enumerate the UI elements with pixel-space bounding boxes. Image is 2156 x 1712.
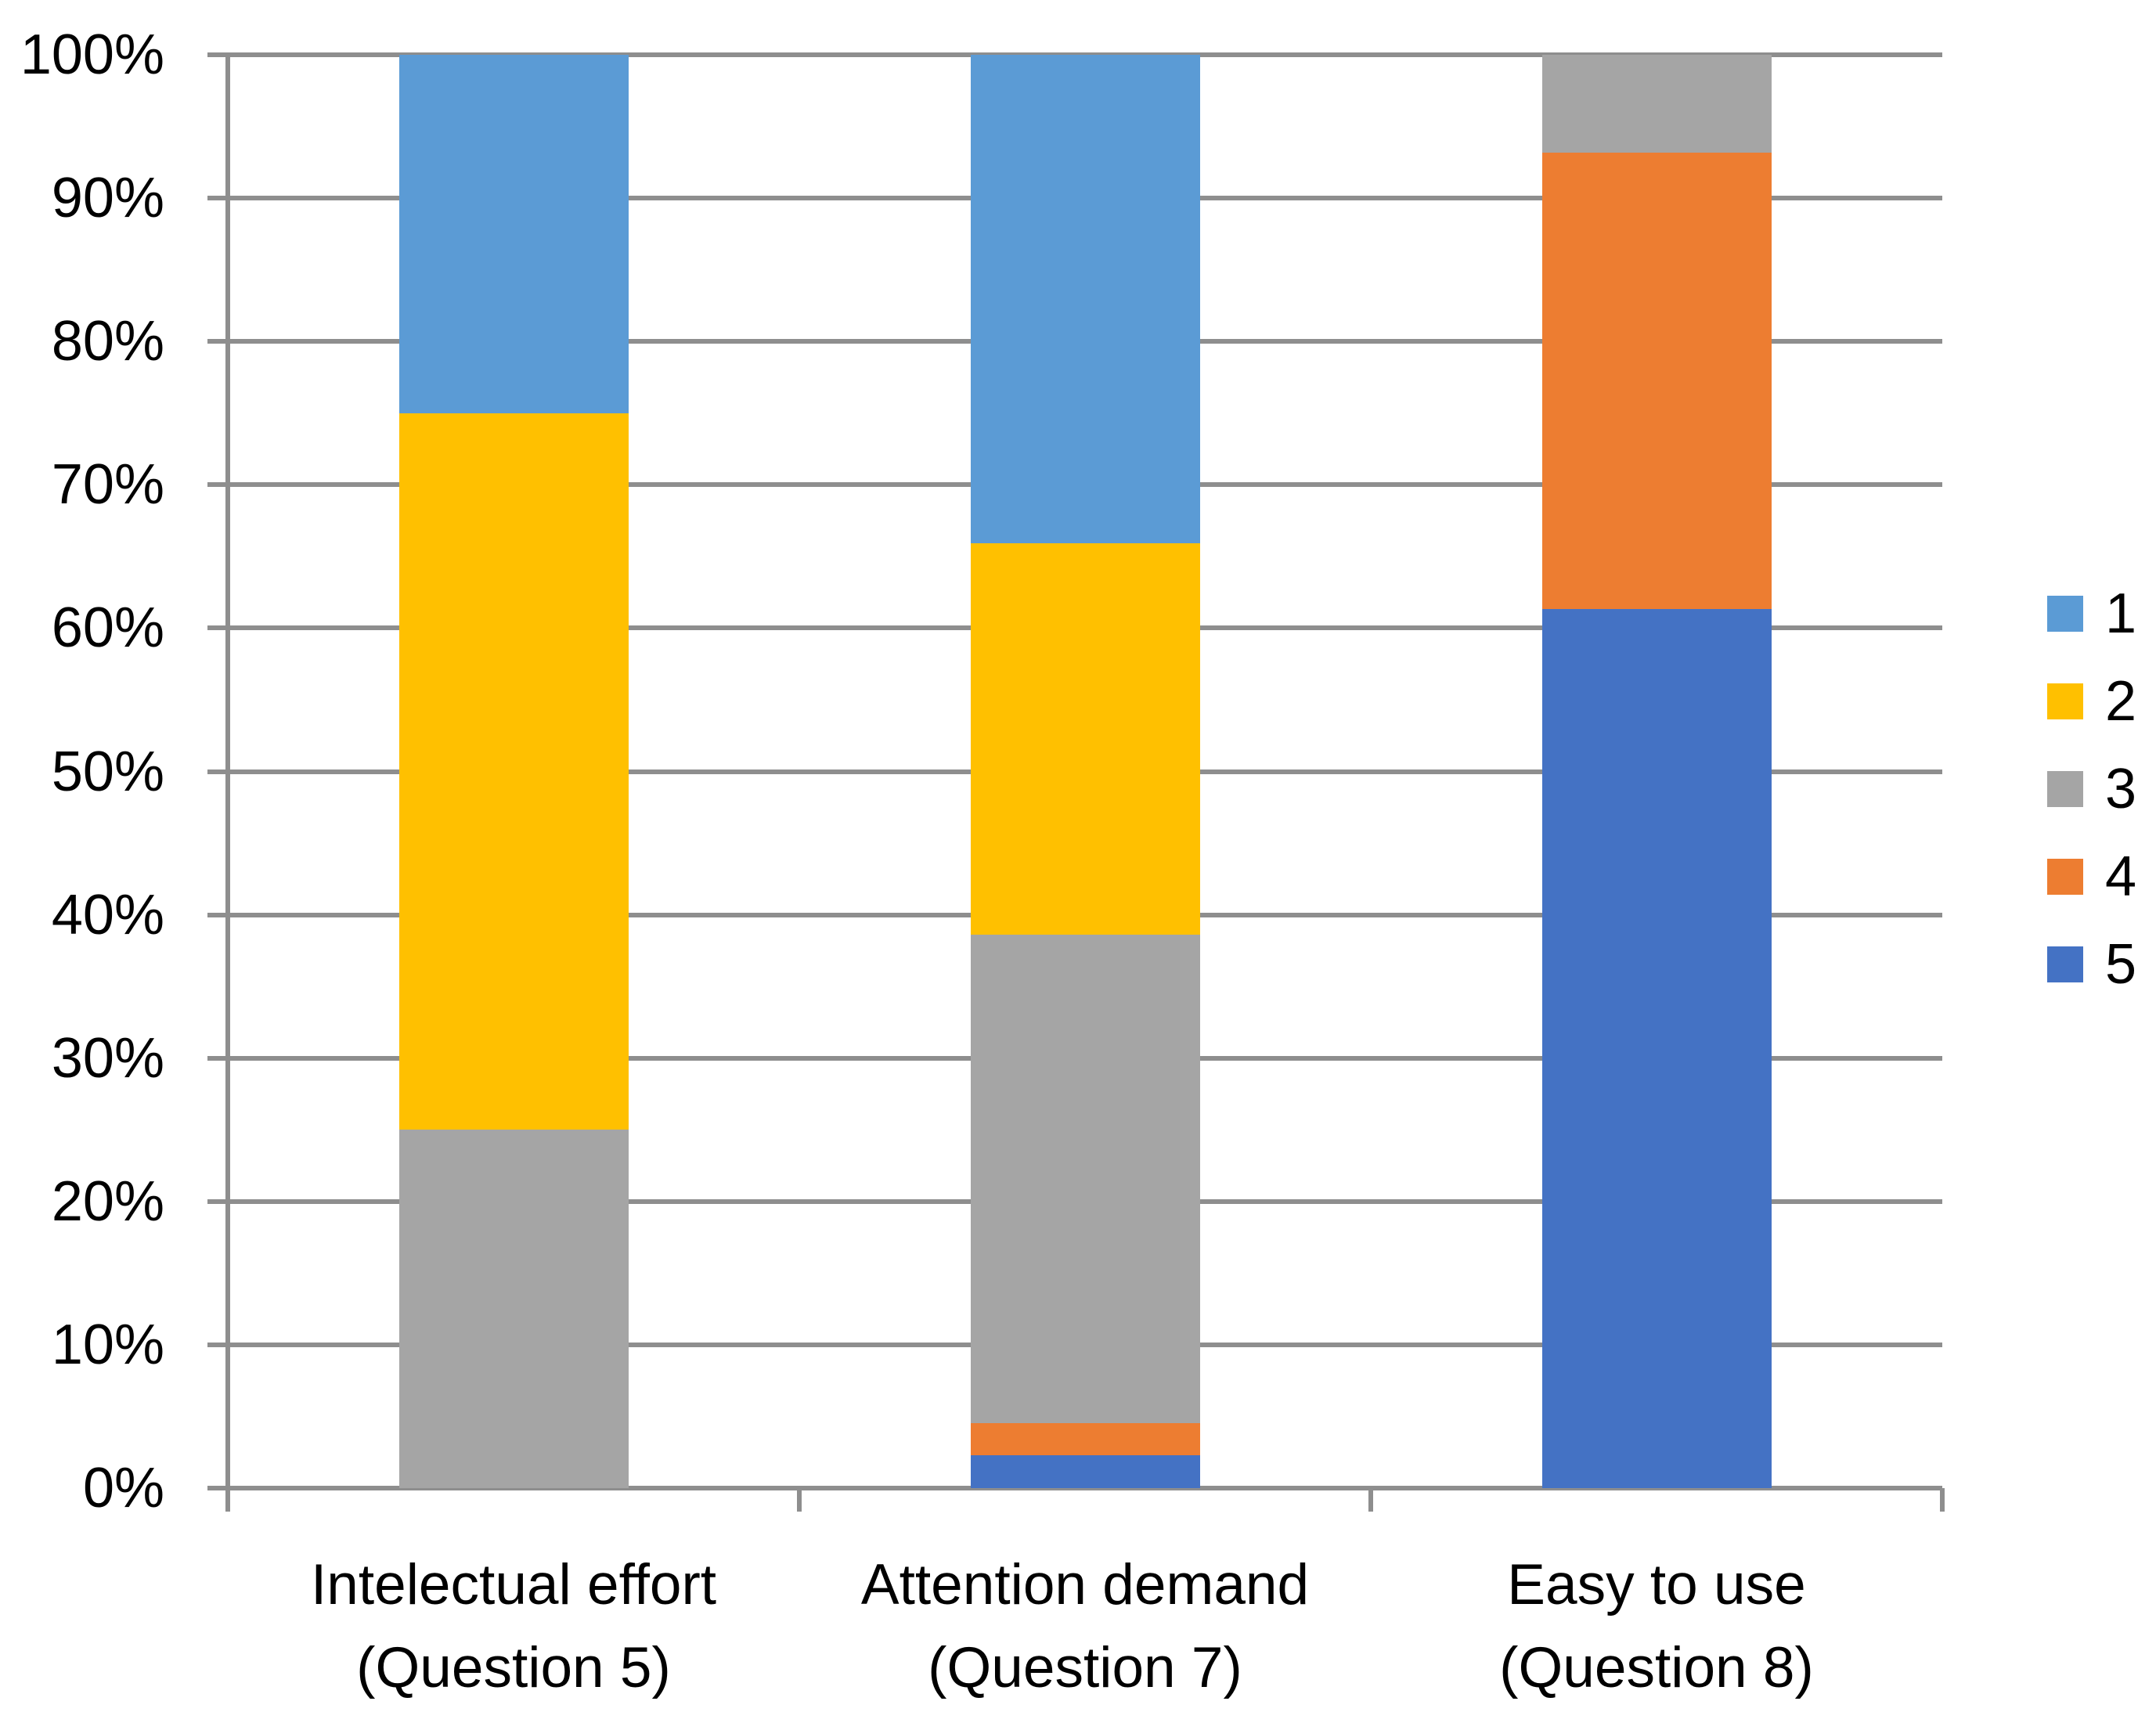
category-label: Intelectual effort (Question 5) (228, 1544, 799, 1710)
y-axis-tick (207, 769, 228, 774)
bar-segment-series-2 (970, 543, 1200, 935)
y-axis-line (225, 55, 230, 1512)
legend-swatch-icon (2047, 946, 2083, 982)
legend-label: 2 (2105, 670, 2137, 733)
legend-item-4: 4 (2047, 849, 2136, 905)
y-axis-tick (207, 482, 228, 488)
y-axis-tick (207, 1486, 228, 1490)
category-label-line2: (Question 8) (1499, 1636, 1814, 1699)
y-axis-tick (207, 1342, 228, 1347)
category-label: Attention demand (Question 7) (799, 1544, 1371, 1710)
y-axis-tick-label: 100% (20, 23, 164, 86)
stacked-bar (970, 55, 1200, 1488)
x-axis-tick (1940, 1488, 1945, 1512)
legend-label: 4 (2105, 845, 2137, 908)
legend-label: 3 (2105, 758, 2137, 820)
stacked-bar (1541, 55, 1772, 1488)
major-gridline (228, 52, 1942, 57)
y-axis-tick-label: 20% (51, 1170, 164, 1233)
y-axis-tick-label: 50% (51, 740, 164, 803)
bar-segment-series-3 (970, 934, 1200, 1423)
bar-segment-series-2 (398, 413, 629, 1130)
bar-segment-series-5 (970, 1455, 1200, 1488)
legend-label: 1 (2105, 582, 2137, 645)
category-label-line2: (Question 5) (356, 1636, 671, 1699)
category-label-line1: Intelectual effort (310, 1553, 717, 1616)
y-axis-tick-label: 70% (51, 453, 164, 517)
y-axis-tick-label: 0% (82, 1457, 164, 1519)
category-label-line1: Easy to use (1507, 1553, 1806, 1616)
legend-item-2: 2 (2047, 673, 2136, 730)
y-axis-tick (207, 52, 228, 57)
y-axis-tick (207, 1055, 228, 1061)
category-label-line1: Attention demand (860, 1553, 1310, 1616)
stacked-bar (398, 55, 629, 1488)
bar-segment-series-4 (970, 1422, 1200, 1456)
y-axis-tick (207, 625, 228, 631)
legend-swatch-icon (2047, 596, 2083, 632)
legend-item-1: 1 (2047, 586, 2136, 642)
bar-segment-series-3 (1541, 55, 1772, 153)
legend-swatch-icon (2047, 771, 2083, 807)
x-axis-tick (797, 1488, 802, 1512)
bar-segment-series-1 (970, 55, 1200, 544)
y-axis-tick (207, 196, 228, 201)
bar-segment-series-4 (1541, 152, 1772, 609)
legend-swatch-icon (2047, 683, 2083, 719)
y-axis-tick (207, 1198, 228, 1204)
bar-segment-series-5 (1541, 608, 1772, 1488)
legend-label: 5 (2105, 933, 2137, 996)
y-axis-tick-label: 60% (51, 596, 164, 660)
y-axis-tick-label: 40% (51, 883, 164, 946)
chart-legend: 1 2 3 4 5 (2047, 586, 2136, 993)
category-label-line2: (Question 7) (928, 1636, 1242, 1699)
category-label: Easy to use (Question 8) (1371, 1544, 1942, 1710)
legend-item-3: 3 (2047, 761, 2136, 817)
y-axis-tick-label: 30% (51, 1026, 164, 1090)
legend-item-5: 5 (2047, 936, 2136, 993)
bar-segment-series-3 (398, 1130, 629, 1488)
legend-swatch-icon (2047, 859, 2083, 895)
x-axis-tick (1368, 1488, 1373, 1512)
y-axis-tick-label: 90% (51, 167, 164, 230)
major-gridline (228, 1486, 1942, 1490)
y-axis-tick-label: 80% (51, 310, 164, 373)
y-axis-tick (207, 339, 228, 344)
y-axis-tick (207, 912, 228, 917)
bar-segment-series-1 (398, 55, 629, 413)
y-axis-tick-label: 10% (51, 1313, 164, 1376)
